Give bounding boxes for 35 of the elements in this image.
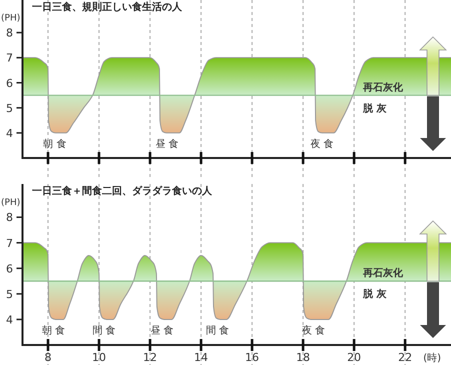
annotation: 脱 灰 [363,103,386,114]
ytick: 8 [6,26,13,40]
ytick: 5 [6,102,13,115]
ytick: 5 [6,288,13,301]
annotation: 朝 食 [42,325,66,336]
annotation: 夜 食 [302,325,326,336]
annotation: 脱 灰 [363,289,386,300]
ytick: 7 [6,52,13,65]
annotation: 朝 食 [43,138,66,150]
annotation: 間 食 [206,325,229,336]
xtick: 22 [398,351,412,364]
annotation: 昼 食 [155,138,179,150]
title: 一日三食＋間食二回、ダラダラ食いの人 [32,186,212,197]
ytick: 6 [6,262,13,276]
ylabel: (PH) [1,198,20,208]
ytick: 4 [6,126,13,140]
xtick: 12 [143,351,158,364]
ytick: 8 [6,211,13,224]
xtick: 14 [194,351,208,364]
ytick: 7 [6,236,13,250]
ytick: 4 [6,313,13,326]
xlabel: (時) [423,353,441,364]
ytick: 6 [6,76,13,90]
ylabel: (PH) [1,14,20,24]
annotation: 再石灰化 [363,82,403,94]
xtick: 20 [347,351,362,364]
title: 一日三食、規則正しい食生活の人 [32,2,182,13]
annotation: 夜 食 [310,138,334,150]
annotation: 昼 食 [150,325,174,336]
xtick: 10 [92,351,106,364]
xtick: 16 [245,351,260,364]
xtick: 18 [296,351,310,364]
annotation: 間 食 [92,325,116,336]
annotation: 再石灰化 [363,268,403,280]
xtick: 8 [44,351,52,364]
